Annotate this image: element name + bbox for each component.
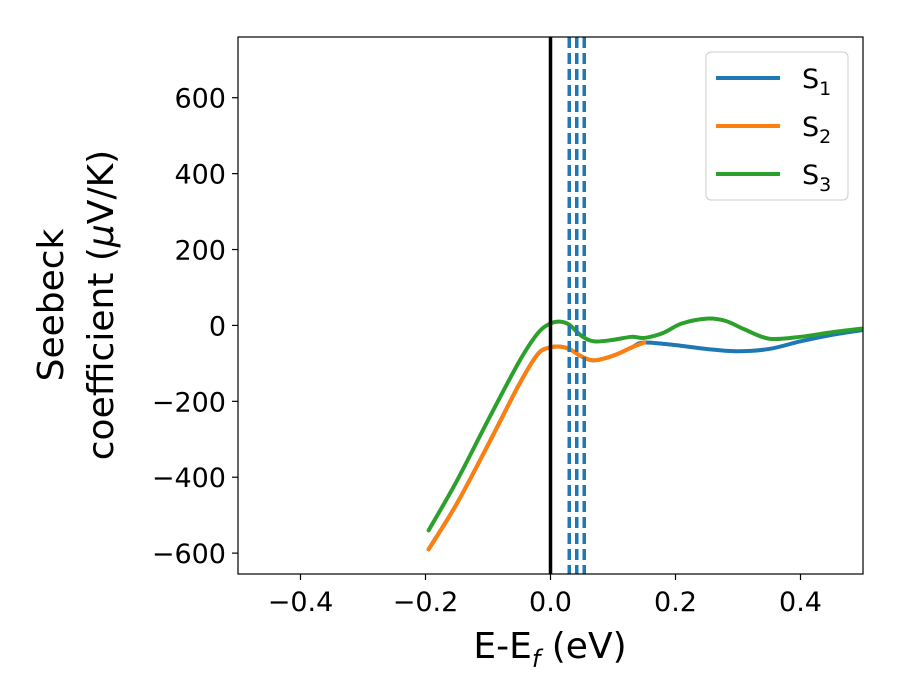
y-tick-label: 200 xyxy=(174,236,226,267)
legend-label-s2: S2 xyxy=(802,112,831,148)
legend-label-s3: S3 xyxy=(802,160,831,196)
x-tick-label: 0.2 xyxy=(654,587,697,618)
y-axis-label-line2: coefficient (μV/K) xyxy=(81,150,122,460)
y-tick-label: −200 xyxy=(152,387,226,418)
x-tick-label: 0.4 xyxy=(779,587,822,618)
series-line-s3 xyxy=(426,316,863,533)
y-tick-label: −400 xyxy=(152,463,226,494)
x-tick-label: −0.2 xyxy=(393,587,459,618)
series-line-s2 xyxy=(426,340,647,552)
y-axis-label-line1: Seebeck xyxy=(31,228,72,381)
x-tick-label: −0.4 xyxy=(268,587,334,618)
y-tick-label: 0 xyxy=(209,311,226,342)
y-tick-label: 600 xyxy=(174,84,226,115)
x-tick-label: 0.0 xyxy=(529,587,572,618)
y-tick-label: −600 xyxy=(152,539,226,570)
series-line-s1 xyxy=(426,327,863,552)
y-tick-label: 400 xyxy=(174,160,226,191)
x-axis-label: E-Ef (eV) xyxy=(473,626,626,673)
y-axis-label: Seebeck coefficient (μV/K) xyxy=(31,150,122,460)
legend: S1 S2 S3 xyxy=(705,51,849,201)
legend-label-s1: S1 xyxy=(802,64,831,100)
